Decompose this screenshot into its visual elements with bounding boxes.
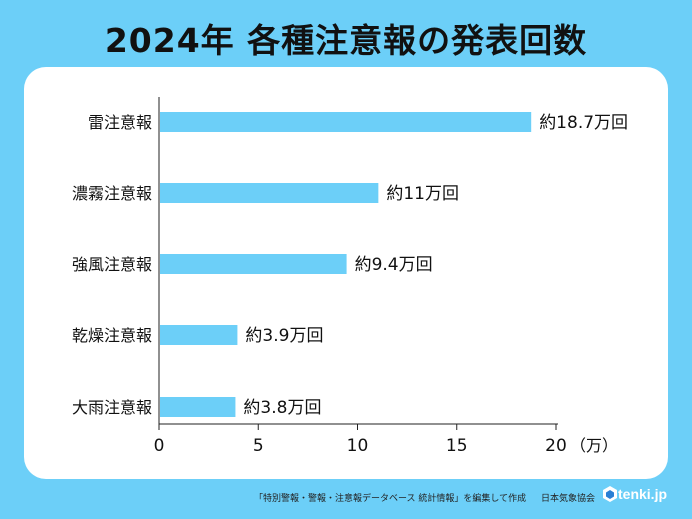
bar [160,183,379,203]
category-label: 大雨注意報 [72,398,152,417]
value-label: 約11万回 [386,184,459,204]
value-label: 約3.8万回 [243,398,321,418]
value-label: 約9.4万回 [355,255,433,275]
chart-card: 0 5 10 15 20 （万） 雷注意報 約18.7万回濃霧注意報 約11万回強風注意報 約9.… [24,67,668,479]
x-tick-label: 15 [446,436,468,456]
category-label: 強風注意報 [72,255,152,274]
bar [160,325,238,345]
organization-name: 日本気象協会 [541,494,596,504]
chart-title: 2024年 各種注意報の発表回数 [104,21,588,60]
source-note: 「特別警報・警報・注意報データベース 統計情報」を編集して作成 [254,494,527,504]
bar [160,112,532,132]
logo-text[interactable]: tenki.jp [618,486,668,502]
x-tick-label: 10 [347,436,369,456]
x-tick-label: 20 [545,436,567,456]
category-label: 雷注意報 [88,113,152,132]
bar [160,254,347,274]
bar [160,397,236,417]
x-tick-label: 5 [253,436,264,456]
x-tick-label: 0 [154,436,165,456]
category-label: 濃霧注意報 [72,184,152,203]
category-label: 乾燥注意報 [72,326,152,345]
footer: 「特別警報・警報・注意報データベース 統計情報」を編集して作成 日本気象協会 t… [0,484,692,514]
value-label: 約3.9万回 [245,326,323,346]
x-unit-label: （万） [570,436,618,455]
value-label: 約18.7万回 [539,113,628,133]
tenki-logo-icon [603,486,617,502]
